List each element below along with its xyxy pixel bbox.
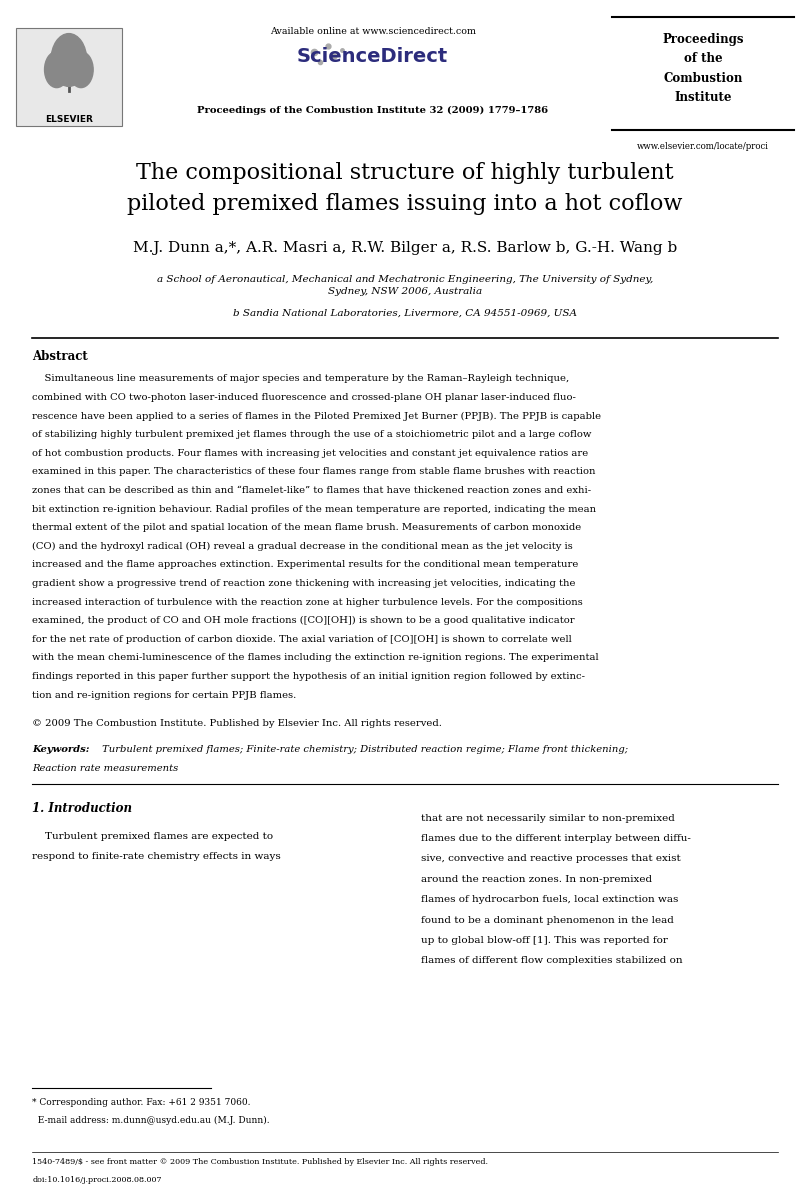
- Text: thermal extent of the pilot and spatial location of the mean flame brush. Measur: thermal extent of the pilot and spatial …: [32, 523, 582, 533]
- Text: M.J. Dunn a,*, A.R. Masri a, R.W. Bilger a, R.S. Barlow b, G.-H. Wang b: M.J. Dunn a,*, A.R. Masri a, R.W. Bilger…: [133, 241, 677, 256]
- Text: bit extinction re-ignition behaviour. Radial profiles of the mean temperature ar: bit extinction re-ignition behaviour. Ra…: [32, 505, 596, 514]
- Text: of hot combustion products. Four flames with increasing jet velocities and const: of hot combustion products. Four flames …: [32, 449, 589, 458]
- Text: Reaction rate measurements: Reaction rate measurements: [32, 764, 179, 774]
- Text: * Corresponding author. Fax: +61 2 9351 7060.: * Corresponding author. Fax: +61 2 9351 …: [32, 1098, 251, 1106]
- Text: flames of hydrocarbon fuels, local extinction was: flames of hydrocarbon fuels, local extin…: [421, 895, 679, 905]
- Text: of stabilizing highly turbulent premixed jet flames through the use of a stoichi: of stabilizing highly turbulent premixed…: [32, 431, 592, 439]
- Text: for the net rate of production of carbon dioxide. The axial variation of [CO][OH: for the net rate of production of carbon…: [32, 635, 572, 643]
- Text: around the reaction zones. In non-premixed: around the reaction zones. In non-premix…: [421, 875, 652, 884]
- Text: E-mail address: m.dunn@usyd.edu.au (M.J. Dunn).: E-mail address: m.dunn@usyd.edu.au (M.J.…: [32, 1116, 270, 1126]
- Text: gradient show a progressive trend of reaction zone thickening with increasing je: gradient show a progressive trend of rea…: [32, 578, 576, 588]
- Text: Proceedings of the Combustion Institute 32 (2009) 1779–1786: Proceedings of the Combustion Institute …: [197, 106, 548, 115]
- Text: doi:10.1016/j.proci.2008.08.007: doi:10.1016/j.proci.2008.08.007: [32, 1176, 162, 1184]
- Text: 1. Introduction: 1. Introduction: [32, 802, 132, 815]
- Text: © 2009 The Combustion Institute. Published by Elsevier Inc. All rights reserved.: © 2009 The Combustion Institute. Publish…: [32, 719, 442, 727]
- Text: a School of Aeronautical, Mechanical and Mechatronic Engineering, The University: a School of Aeronautical, Mechanical and…: [157, 275, 653, 296]
- Text: examined in this paper. The characteristics of these four flames range from stab: examined in this paper. The characterist…: [32, 468, 596, 476]
- Text: up to global blow-off [1]. This was reported for: up to global blow-off [1]. This was repo…: [421, 936, 668, 946]
- Text: with the mean chemi-luminescence of the flames including the extinction re-ignit: with the mean chemi-luminescence of the …: [32, 653, 599, 662]
- Text: increased and the flame approaches extinction. Experimental results for the cond: increased and the flame approaches extin…: [32, 560, 579, 570]
- Text: sive, convective and reactive processes that exist: sive, convective and reactive processes …: [421, 854, 681, 864]
- Text: flames of different flow complexities stabilized on: flames of different flow complexities st…: [421, 956, 683, 966]
- Text: tion and re-ignition regions for certain PPJB flames.: tion and re-ignition regions for certain…: [32, 691, 296, 700]
- Text: Proceedings
of the
Combustion
Institute: Proceedings of the Combustion Institute: [663, 32, 744, 104]
- Text: increased interaction of turbulence with the reaction zone at higher turbulence : increased interaction of turbulence with…: [32, 598, 583, 607]
- Bar: [16, 28, 122, 126]
- Text: flames due to the different interplay between diffu-: flames due to the different interplay be…: [421, 834, 691, 844]
- Text: Simultaneous line measurements of major species and temperature by the Raman–Ray: Simultaneous line measurements of major …: [32, 374, 569, 384]
- Text: Abstract: Abstract: [32, 350, 88, 362]
- Text: that are not necessarily similar to non-premixed: that are not necessarily similar to non-…: [421, 814, 675, 823]
- Circle shape: [69, 52, 93, 88]
- Text: 1540-7489/$ - see front matter © 2009 The Combustion Institute. Published by Els: 1540-7489/$ - see front matter © 2009 Th…: [32, 1158, 488, 1166]
- Text: Turbulent premixed flames are expected to: Turbulent premixed flames are expected t…: [32, 832, 274, 841]
- Text: Available online at www.sciencedirect.com: Available online at www.sciencedirect.co…: [270, 26, 475, 36]
- Text: Keywords:: Keywords:: [32, 745, 90, 755]
- Text: found to be a dominant phenomenon in the lead: found to be a dominant phenomenon in the…: [421, 916, 674, 925]
- Text: respond to finite-rate chemistry effects in ways: respond to finite-rate chemistry effects…: [32, 852, 281, 862]
- Text: combined with CO two-photon laser-induced fluorescence and crossed-plane OH plan: combined with CO two-photon laser-induce…: [32, 392, 576, 402]
- Text: findings reported in this paper further support the hypothesis of an initial ign: findings reported in this paper further …: [32, 672, 586, 682]
- Text: (CO) and the hydroxyl radical (OH) reveal a gradual decrease in the conditional : (CO) and the hydroxyl radical (OH) revea…: [32, 542, 573, 551]
- Circle shape: [51, 34, 87, 86]
- Text: b Sandia National Laboratories, Livermore, CA 94551-0969, USA: b Sandia National Laboratories, Livermor…: [233, 308, 577, 318]
- Text: ScienceDirect: ScienceDirect: [297, 47, 448, 66]
- Text: The compositional structure of highly turbulent
piloted premixed flames issuing : The compositional structure of highly tu…: [127, 162, 683, 215]
- Circle shape: [45, 52, 69, 88]
- Text: Turbulent premixed flames; Finite-rate chemistry; Distributed reaction regime; F: Turbulent premixed flames; Finite-rate c…: [99, 745, 628, 755]
- Text: zones that can be described as thin and “flamelet-like” to flames that have thic: zones that can be described as thin and …: [32, 486, 591, 494]
- Text: www.elsevier.com/locate/proci: www.elsevier.com/locate/proci: [637, 142, 769, 151]
- Text: ELSEVIER: ELSEVIER: [45, 115, 93, 125]
- Text: rescence have been applied to a series of flames in the Piloted Premixed Jet Bur: rescence have been applied to a series o…: [32, 412, 602, 421]
- Text: examined, the product of CO and OH mole fractions ([CO][OH]) is shown to be a go: examined, the product of CO and OH mole …: [32, 617, 575, 625]
